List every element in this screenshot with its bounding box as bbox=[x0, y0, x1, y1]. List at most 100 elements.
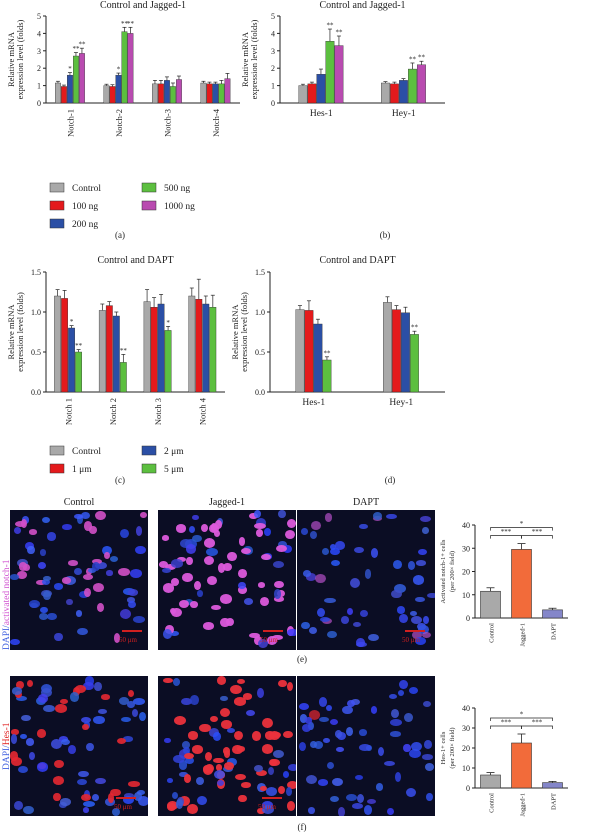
dapi-nucleus bbox=[185, 756, 195, 765]
bar-f-0 bbox=[480, 774, 501, 789]
stained-nucleus bbox=[110, 788, 121, 797]
y-tick-label-a: 2 bbox=[37, 64, 41, 73]
dapi-nucleus bbox=[14, 526, 22, 534]
bar-d-1-2 bbox=[401, 312, 410, 393]
stained-nucleus bbox=[174, 716, 186, 726]
dapi-nucleus bbox=[306, 775, 318, 785]
dapi-nucleus bbox=[70, 692, 79, 702]
stained-nucleus bbox=[226, 617, 235, 626]
dapi-nucleus bbox=[186, 544, 197, 554]
dapi-nucleus bbox=[309, 530, 317, 539]
stained-nucleus bbox=[189, 601, 199, 609]
dapi-nucleus bbox=[326, 762, 335, 770]
bar-e-0 bbox=[480, 590, 501, 619]
dapi-nucleus bbox=[42, 704, 55, 712]
bar-a-1-4 bbox=[127, 33, 134, 104]
legend-label-c-2: 1 μm bbox=[72, 465, 92, 475]
bar-e-2 bbox=[542, 609, 563, 619]
category-label-b-0: Hes-1 bbox=[310, 109, 333, 119]
dapi-nucleus bbox=[196, 589, 203, 597]
dapi-nucleus bbox=[342, 705, 353, 715]
dapi-nucleus bbox=[92, 562, 100, 571]
dapi-nucleus bbox=[394, 772, 401, 783]
significance-mark-a-1-4: ** bbox=[127, 20, 135, 28]
micrograph-f-control bbox=[10, 676, 148, 816]
micrograph-header-control: Control bbox=[63, 497, 95, 508]
y-tick-label-b: 5 bbox=[271, 12, 275, 21]
category-label-d-1: Hey-1 bbox=[389, 398, 413, 408]
dapi-nucleus bbox=[390, 731, 401, 737]
dapi-nucleus bbox=[355, 637, 365, 648]
dapi-nucleus bbox=[359, 523, 368, 529]
category-label-f-2: DAPT bbox=[551, 793, 558, 810]
scale-text-e-dapt: 50 μm bbox=[402, 636, 420, 644]
dapi-nucleus bbox=[371, 705, 378, 714]
y-axis-label-e: Activated notch-1+ cells bbox=[440, 539, 447, 603]
category-label-e-2: DAPT bbox=[551, 623, 558, 640]
dapi-nucleus bbox=[61, 739, 70, 746]
dapi-nucleus bbox=[119, 697, 130, 706]
y-tick-label-a: 1 bbox=[37, 82, 41, 91]
stained-nucleus bbox=[101, 694, 110, 700]
dapi-nucleus bbox=[188, 525, 196, 534]
stained-nucleus bbox=[286, 780, 296, 790]
dapi-nucleus bbox=[11, 687, 23, 695]
bar-a-1-1 bbox=[109, 86, 116, 104]
legend-swatch-a-1 bbox=[141, 182, 157, 193]
y-axis-label-e: (per 200× field) bbox=[449, 551, 456, 592]
bar-b-0-4 bbox=[334, 45, 344, 104]
dapi-nucleus bbox=[43, 591, 51, 601]
stained-nucleus bbox=[223, 762, 235, 771]
dapi-nucleus bbox=[123, 795, 135, 804]
y-axis-label-f: (per 200× field) bbox=[449, 727, 456, 768]
dapi-nucleus bbox=[97, 709, 107, 715]
stained-nucleus bbox=[275, 545, 288, 553]
scale-bar-e-jagged1 bbox=[263, 630, 283, 632]
dapi-nucleus bbox=[317, 779, 328, 786]
y-tick-label-c: 1.0 bbox=[31, 308, 41, 317]
significance-label-f-0: *** bbox=[501, 719, 512, 727]
dapi-nucleus bbox=[102, 546, 112, 556]
y-tick-label-c: 0.5 bbox=[31, 348, 41, 357]
dapi-nucleus bbox=[278, 510, 286, 519]
dapi-nucleus bbox=[182, 741, 191, 749]
y-tick-label-e: 10 bbox=[462, 591, 470, 600]
chart-title-d: Control and DAPT bbox=[319, 255, 395, 266]
significance-mark-b-0-4: ** bbox=[335, 29, 343, 37]
dapi-nucleus bbox=[169, 630, 179, 637]
stained-nucleus bbox=[11, 729, 19, 735]
bar-c-2-1 bbox=[150, 307, 158, 393]
dapi-nucleus bbox=[426, 592, 435, 599]
dapi-nucleus bbox=[347, 699, 355, 707]
dapi-nucleus bbox=[346, 608, 354, 616]
stained-nucleus bbox=[252, 731, 261, 741]
dapi-nucleus bbox=[422, 754, 434, 760]
significance-mark-c-2-3: * bbox=[166, 319, 170, 327]
dapi-nucleus bbox=[307, 721, 314, 731]
stained-nucleus bbox=[230, 684, 242, 695]
dapi-nucleus bbox=[226, 728, 235, 734]
dapi-nucleus bbox=[43, 575, 52, 581]
bar-a-2-3 bbox=[170, 86, 176, 104]
legend-swatch-a-4 bbox=[49, 218, 65, 229]
dapi-nucleus bbox=[66, 598, 73, 606]
y-tick-label-d: 1.5 bbox=[255, 268, 265, 277]
bar-c-3-2 bbox=[202, 303, 210, 393]
dapi-nucleus bbox=[17, 765, 28, 773]
dapi-nucleus bbox=[127, 601, 136, 609]
stained-nucleus bbox=[83, 521, 93, 531]
dapi-nucleus bbox=[37, 561, 46, 569]
stained-nucleus bbox=[194, 580, 201, 591]
legend-swatch-c-3 bbox=[141, 463, 157, 474]
stained-nucleus bbox=[233, 730, 244, 740]
dapi-nucleus bbox=[406, 787, 417, 798]
bar-d-0-3 bbox=[322, 359, 332, 393]
bar-a-0-0 bbox=[55, 82, 61, 104]
dapi-nucleus bbox=[351, 803, 363, 809]
stained-nucleus bbox=[89, 525, 97, 534]
dapi-nucleus bbox=[74, 513, 84, 520]
dapi-nucleus bbox=[190, 695, 199, 705]
significance-label-e-2: * bbox=[520, 520, 524, 528]
bar-a-0-2 bbox=[67, 74, 73, 104]
dapi-nucleus bbox=[265, 787, 277, 797]
